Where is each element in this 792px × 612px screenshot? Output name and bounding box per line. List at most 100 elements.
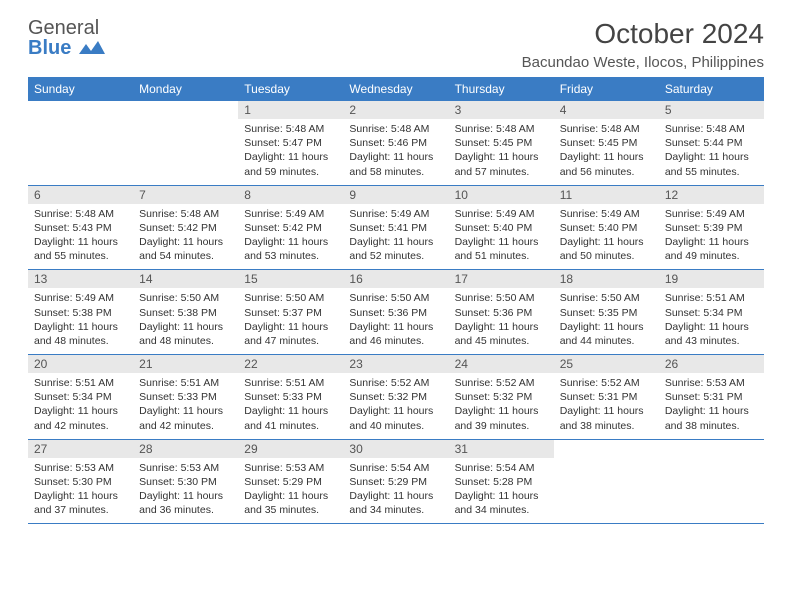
day-details: Sunrise: 5:48 AMSunset: 5:45 PMDaylight:… (554, 119, 659, 185)
day-number: 13 (28, 270, 133, 288)
day-details-cell: Sunrise: 5:48 AMSunset: 5:46 PMDaylight:… (343, 119, 448, 185)
day-details-cell: Sunrise: 5:53 AMSunset: 5:30 PMDaylight:… (133, 458, 238, 524)
day-number-cell: 9 (343, 185, 448, 204)
day-details: Sunrise: 5:53 AMSunset: 5:29 PMDaylight:… (238, 458, 343, 524)
day-details-cell: Sunrise: 5:50 AMSunset: 5:36 PMDaylight:… (449, 288, 554, 354)
day-details: Sunrise: 5:48 AMSunset: 5:45 PMDaylight:… (449, 119, 554, 185)
location-subtitle: Bacundao Weste, Ilocos, Philippines (522, 54, 764, 71)
day-details-cell: Sunrise: 5:49 AMSunset: 5:40 PMDaylight:… (449, 204, 554, 270)
week-daynum-row: 20212223242526 (28, 355, 764, 374)
day-number: 27 (28, 440, 133, 458)
day-number: 12 (659, 186, 764, 204)
day-number-cell: 5 (659, 101, 764, 119)
week-details-row: Sunrise: 5:53 AMSunset: 5:30 PMDaylight:… (28, 458, 764, 524)
day-number: 22 (238, 355, 343, 373)
day-header: Sunday (28, 77, 133, 101)
day-number: 28 (133, 440, 238, 458)
day-number-cell: 30 (343, 439, 448, 458)
day-number: 14 (133, 270, 238, 288)
day-number-cell: 10 (449, 185, 554, 204)
day-details-cell: Sunrise: 5:49 AMSunset: 5:39 PMDaylight:… (659, 204, 764, 270)
day-number-cell: 19 (659, 270, 764, 289)
day-number-cell: 20 (28, 355, 133, 374)
day-number-cell (133, 101, 238, 119)
day-number (554, 440, 659, 458)
day-details: Sunrise: 5:48 AMSunset: 5:47 PMDaylight:… (238, 119, 343, 185)
day-number: 23 (343, 355, 448, 373)
day-number: 4 (554, 101, 659, 119)
week-details-row: Sunrise: 5:49 AMSunset: 5:38 PMDaylight:… (28, 288, 764, 354)
day-details: Sunrise: 5:53 AMSunset: 5:30 PMDaylight:… (28, 458, 133, 524)
day-number-cell: 15 (238, 270, 343, 289)
brand-word2: Blue (28, 37, 71, 59)
day-details: Sunrise: 5:50 AMSunset: 5:36 PMDaylight:… (343, 288, 448, 354)
week-daynum-row: 13141516171819 (28, 270, 764, 289)
day-details: Sunrise: 5:51 AMSunset: 5:34 PMDaylight:… (28, 373, 133, 439)
brand-logo: General Blue (28, 18, 105, 59)
day-details-cell: Sunrise: 5:52 AMSunset: 5:31 PMDaylight:… (554, 373, 659, 439)
day-number: 2 (343, 101, 448, 119)
day-details-cell: Sunrise: 5:54 AMSunset: 5:28 PMDaylight:… (449, 458, 554, 524)
day-details: Sunrise: 5:51 AMSunset: 5:34 PMDaylight:… (659, 288, 764, 354)
day-details-cell: Sunrise: 5:48 AMSunset: 5:45 PMDaylight:… (449, 119, 554, 185)
day-number-cell: 16 (343, 270, 448, 289)
month-title: October 2024 (522, 18, 764, 50)
day-number-cell: 29 (238, 439, 343, 458)
day-details: Sunrise: 5:48 AMSunset: 5:44 PMDaylight:… (659, 119, 764, 185)
day-details-cell: Sunrise: 5:48 AMSunset: 5:42 PMDaylight:… (133, 204, 238, 270)
day-number-cell: 31 (449, 439, 554, 458)
day-number-cell: 1 (238, 101, 343, 119)
day-details (28, 119, 133, 177)
day-number-cell: 2 (343, 101, 448, 119)
day-details-cell: Sunrise: 5:49 AMSunset: 5:40 PMDaylight:… (554, 204, 659, 270)
day-number-cell: 12 (659, 185, 764, 204)
day-details-cell: Sunrise: 5:51 AMSunset: 5:33 PMDaylight:… (133, 373, 238, 439)
day-number-cell: 8 (238, 185, 343, 204)
day-details-cell: Sunrise: 5:49 AMSunset: 5:38 PMDaylight:… (28, 288, 133, 354)
day-details-cell (659, 458, 764, 524)
day-number-cell: 11 (554, 185, 659, 204)
day-details: Sunrise: 5:49 AMSunset: 5:39 PMDaylight:… (659, 204, 764, 270)
day-header: Thursday (449, 77, 554, 101)
day-details: Sunrise: 5:51 AMSunset: 5:33 PMDaylight:… (238, 373, 343, 439)
day-number: 9 (343, 186, 448, 204)
day-number: 26 (659, 355, 764, 373)
day-number (28, 101, 133, 119)
day-details-cell: Sunrise: 5:52 AMSunset: 5:32 PMDaylight:… (449, 373, 554, 439)
brand-word1: General (28, 17, 99, 39)
day-number (659, 440, 764, 458)
day-details: Sunrise: 5:50 AMSunset: 5:36 PMDaylight:… (449, 288, 554, 354)
wave-icon (79, 39, 105, 59)
day-details-cell (554, 458, 659, 524)
day-details-cell: Sunrise: 5:50 AMSunset: 5:37 PMDaylight:… (238, 288, 343, 354)
day-details: Sunrise: 5:50 AMSunset: 5:37 PMDaylight:… (238, 288, 343, 354)
day-details-cell: Sunrise: 5:48 AMSunset: 5:47 PMDaylight:… (238, 119, 343, 185)
week-daynum-row: 2728293031 (28, 439, 764, 458)
day-number-cell: 28 (133, 439, 238, 458)
day-number: 25 (554, 355, 659, 373)
day-details-cell (28, 119, 133, 185)
calendar-body: 1 23 45 Sunrise: 5:48 AMSunset: 5:47 PMDayl… (28, 101, 764, 524)
day-number-cell: 22 (238, 355, 343, 374)
day-number-cell: 26 (659, 355, 764, 374)
day-details-cell: Sunrise: 5:51 AMSunset: 5:34 PMDaylight:… (659, 288, 764, 354)
day-details-cell: Sunrise: 5:48 AMSunset: 5:44 PMDaylight:… (659, 119, 764, 185)
day-number: 21 (133, 355, 238, 373)
day-header: Friday (554, 77, 659, 101)
day-details (554, 458, 659, 516)
day-number-cell: 18 (554, 270, 659, 289)
day-details: Sunrise: 5:52 AMSunset: 5:31 PMDaylight:… (554, 373, 659, 439)
day-details: Sunrise: 5:52 AMSunset: 5:32 PMDaylight:… (449, 373, 554, 439)
day-details-cell: Sunrise: 5:50 AMSunset: 5:38 PMDaylight:… (133, 288, 238, 354)
day-details-cell: Sunrise: 5:50 AMSunset: 5:36 PMDaylight:… (343, 288, 448, 354)
day-details-cell: Sunrise: 5:52 AMSunset: 5:32 PMDaylight:… (343, 373, 448, 439)
day-details (133, 119, 238, 177)
day-number-cell: 17 (449, 270, 554, 289)
day-details: Sunrise: 5:48 AMSunset: 5:43 PMDaylight:… (28, 204, 133, 270)
day-number: 6 (28, 186, 133, 204)
day-header: Wednesday (343, 77, 448, 101)
day-header: Saturday (659, 77, 764, 101)
day-number-cell: 21 (133, 355, 238, 374)
day-details-cell: Sunrise: 5:53 AMSunset: 5:31 PMDaylight:… (659, 373, 764, 439)
day-details-cell: Sunrise: 5:53 AMSunset: 5:30 PMDaylight:… (28, 458, 133, 524)
